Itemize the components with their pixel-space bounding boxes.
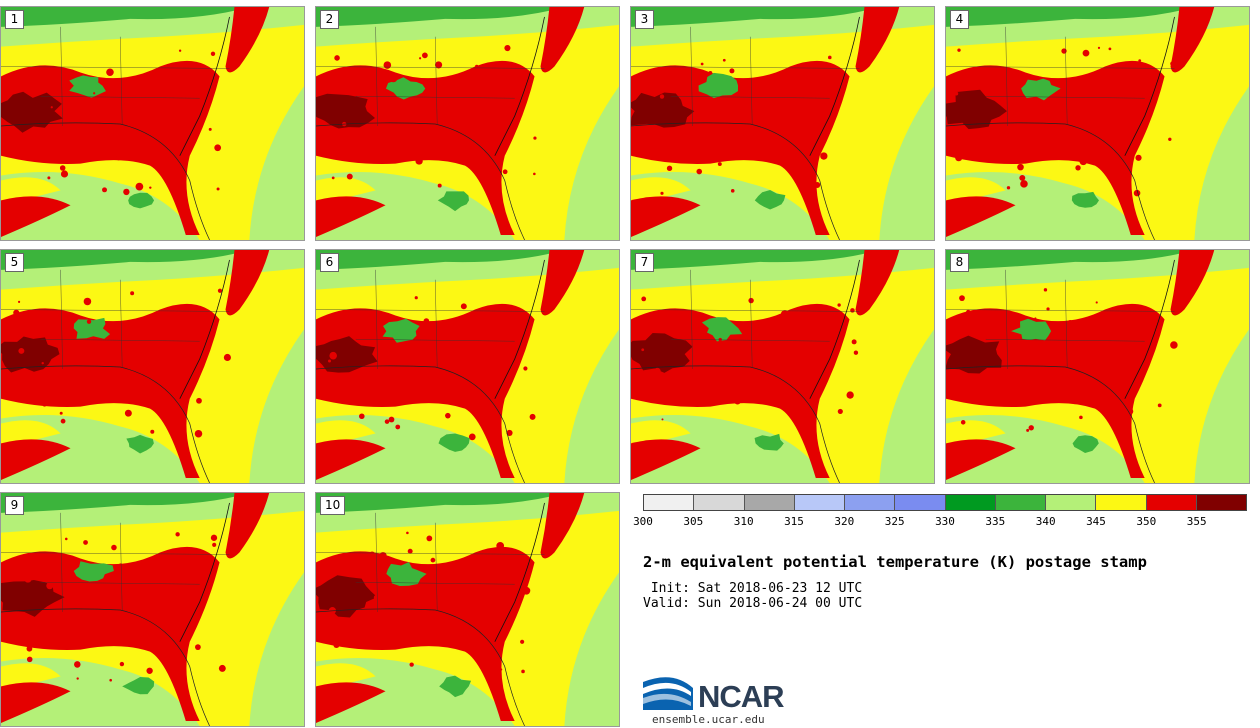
stamp-panel: 9 [0, 492, 305, 727]
logo-text: NCAR [698, 679, 785, 714]
colorbar-tick-label: 320 [834, 515, 855, 528]
colorbar-tick-label: 350 [1136, 515, 1157, 528]
colorbar-tick-label: 345 [1086, 515, 1106, 528]
panel-number-label: 8 [950, 253, 969, 272]
colorbar-tick-label: 325 [884, 515, 905, 528]
ncar-logo-icon [643, 677, 693, 710]
stamp-panel: 1 [0, 6, 305, 241]
colorbar-tick-label: 330 [935, 515, 955, 528]
panel-number-label: 2 [320, 10, 339, 29]
stamp-panel: 8 [945, 249, 1250, 484]
colorbar-tick-label: 335 [985, 515, 1006, 528]
colorbar-tick-label: 340 [1035, 515, 1056, 528]
colorbar-segment [845, 495, 896, 510]
colorbar-segment [744, 495, 795, 510]
stamp-panel: 7 [630, 249, 935, 484]
stamp-panel: 5 [0, 249, 305, 484]
site-url: ensemble.ucar.edu [652, 713, 765, 726]
panel-number-label: 1 [5, 10, 24, 29]
stamp-panel: 6 [315, 249, 620, 484]
stamp-panel: 4 [945, 6, 1250, 241]
valid-time: Valid: Sun 2018-06-24 00 UTC [643, 596, 863, 611]
colorbar-segment [1196, 495, 1246, 510]
panel-number-label: 6 [320, 253, 339, 272]
colorbar-segment [895, 495, 946, 510]
map-title: 2-m equivalent potential temperature (K)… [643, 553, 1147, 571]
panel-number-label: 4 [950, 10, 969, 29]
panel-number-label: 7 [635, 253, 654, 272]
colorbar-segment [995, 495, 1046, 510]
init-time: Init: Sat 2018-06-23 12 UTC [643, 581, 863, 596]
stamp-panel: 3 [630, 6, 935, 241]
colorbar [643, 494, 1247, 511]
colorbar-tick-label: 300 [633, 515, 653, 528]
colorbar-segment [1096, 495, 1147, 510]
panel-number-label: 9 [5, 496, 24, 515]
colorbar-tick-label: 305 [683, 515, 704, 528]
panel-number-label: 10 [320, 496, 346, 515]
colorbar-segment [644, 495, 695, 510]
colorbar-tick-label: 315 [784, 515, 804, 528]
colorbar-segment [945, 495, 996, 510]
panel-number-label: 3 [635, 10, 654, 29]
colorbar-segment [794, 495, 845, 510]
colorbar-tick-label: 355 [1186, 515, 1207, 528]
colorbar-segment [694, 495, 745, 510]
colorbar-segment [1046, 495, 1097, 510]
colorbar-tick-label: 310 [733, 515, 754, 528]
colorbar-segment [1146, 495, 1197, 510]
stamp-panel: 10 [315, 492, 620, 727]
panel-number-label: 5 [5, 253, 24, 272]
stamp-panel: 2 [315, 6, 620, 241]
